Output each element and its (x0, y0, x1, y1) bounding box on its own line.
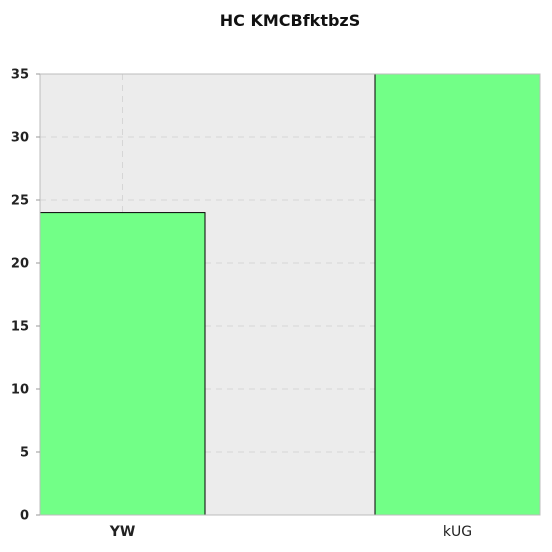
bar-yw (39, 212, 206, 516)
y-axis-ticks: 0 5 10 15 20 25 30 35 (11, 68, 40, 524)
axes (39, 73, 541, 516)
x-tick-label: kUG (443, 524, 472, 540)
y-tick-label: 25 (11, 194, 29, 209)
y-tick-label: 20 (11, 257, 29, 272)
y-tick-label: 5 (20, 446, 29, 461)
y-tick-label: 30 (11, 131, 29, 146)
y-tick-label: 0 (20, 509, 29, 524)
bar-kug (374, 73, 541, 516)
y-tick-label: 10 (11, 383, 29, 398)
x-axis-ticks: YW kUG (109, 524, 472, 540)
y-tick-label: 35 (11, 68, 29, 83)
y-tick-label: 15 (11, 320, 29, 335)
chart-title: HC KMCBfktbzS (220, 11, 361, 30)
x-tick-label: YW (109, 524, 136, 540)
plot-frame (39, 73, 541, 516)
